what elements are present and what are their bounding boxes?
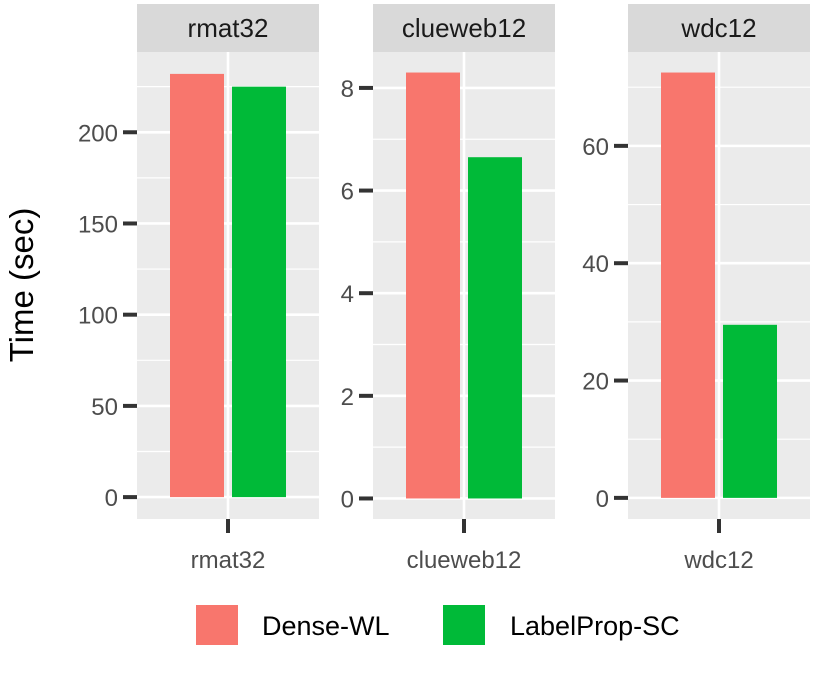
x-tick-label: wdc12	[683, 547, 753, 574]
y-tick-label: 2	[341, 384, 354, 411]
strip-label: wdc12	[680, 13, 756, 43]
bar-wdc12-labelprop-sc	[723, 324, 777, 498]
x-tick-label: rmat32	[191, 547, 266, 574]
strip-background	[373, 4, 555, 52]
bar-rmat32-dense-wl	[170, 73, 224, 498]
bar-wdc12-dense-wl	[661, 72, 715, 498]
y-tick-label: 0	[341, 486, 354, 513]
chart-panels: rmat32050100150200rmat32clueweb1202468cl…	[78, 4, 810, 574]
legend-key-dense-wl	[196, 605, 238, 645]
y-tick-label: 150	[78, 211, 118, 238]
legend-key-labelprop-sc	[443, 605, 485, 645]
bar-clueweb12-dense-wl	[406, 72, 460, 499]
y-tick-label: 0	[105, 485, 118, 512]
y-tick-label: 0	[596, 486, 609, 513]
y-tick-label: 4	[341, 281, 354, 308]
bar-rmat32-labelprop-sc	[232, 86, 286, 498]
y-tick-label: 100	[78, 303, 118, 330]
y-tick-label: 8	[341, 76, 354, 103]
strip-label: clueweb12	[402, 13, 526, 43]
strip-background	[628, 4, 810, 52]
panel-rmat32: rmat32 0 50 100 150 200 rmat32	[78, 4, 319, 574]
y-tick-label: 200	[78, 120, 118, 147]
y-tick-label: 50	[91, 394, 118, 421]
x-tick-label: clueweb12	[407, 547, 522, 574]
legend: Dense-WL LabelProp-SC	[196, 605, 680, 645]
legend-label-labelprop-sc: LabelProp-SC	[510, 611, 680, 641]
y-tick-label: 40	[582, 251, 609, 278]
y-tick-label: 6	[341, 179, 354, 206]
bar-clueweb12-labelprop-sc	[468, 157, 522, 499]
legend-label-dense-wl: Dense-WL	[262, 611, 390, 641]
y-axis-title: Time (sec)	[3, 208, 40, 363]
panel-clueweb12: clueweb12 0 2 4 6 8 clueweb12	[341, 4, 555, 574]
strip-background	[137, 4, 319, 52]
panel-wdc12: wdc12 0 20 40 60 wdc12	[582, 4, 810, 574]
strip-label: rmat32	[188, 13, 269, 43]
y-tick-label: 60	[582, 134, 609, 161]
y-tick-label: 20	[582, 369, 609, 396]
